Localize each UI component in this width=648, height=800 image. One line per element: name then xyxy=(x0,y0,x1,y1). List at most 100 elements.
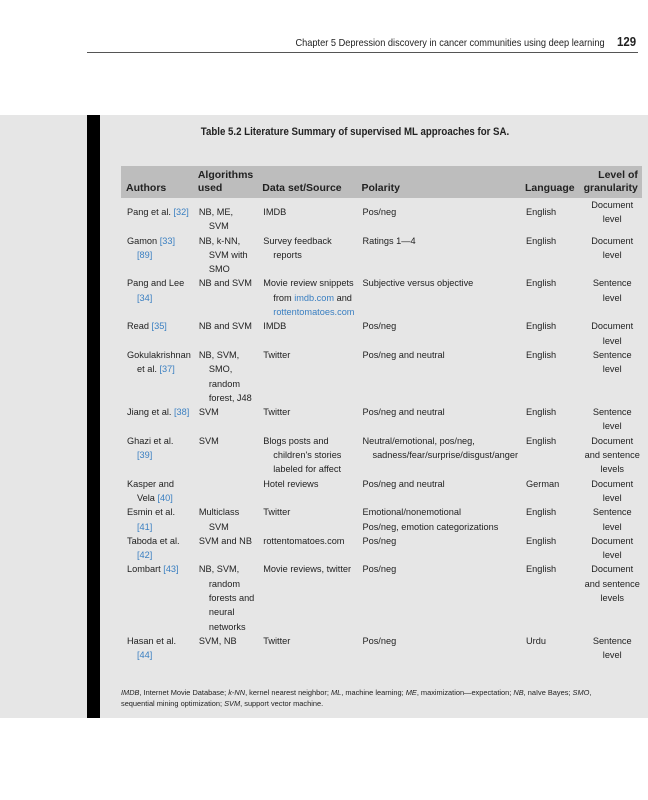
reference-link[interactable]: [39] xyxy=(137,450,153,461)
data-source-text: Movie review snippets from imdb.com and … xyxy=(263,278,355,318)
column-header: Level of granularity xyxy=(578,166,642,198)
source-link[interactable]: imdb.com xyxy=(294,292,335,303)
authors-text: Hasan et al. [44] xyxy=(127,635,177,661)
footnote-definition: , kernel nearest neighbor; xyxy=(245,688,331,697)
cell-algorithms: Multiclass SVM xyxy=(193,505,257,534)
data-source-text: Twitter xyxy=(263,635,291,646)
cell-data-source: Survey feedback reports xyxy=(257,234,356,277)
reference-link[interactable]: [89] xyxy=(137,249,153,260)
cell-algorithms: SVM and NB xyxy=(193,534,257,563)
column-header: Authors xyxy=(121,166,193,198)
footnote-abbr: ML xyxy=(330,688,342,697)
cell-data-source: Blogs posts and children's stories label… xyxy=(257,434,356,477)
footnote-definition: , Internet Movie Database; xyxy=(139,688,229,697)
footnote-abbr: ME xyxy=(405,688,417,697)
algorithms-text: NB, SVM, SMO, random forest, J48 xyxy=(198,349,252,403)
cell-granularity: Sentence level xyxy=(592,278,632,303)
cell-authors: Lombart [43] xyxy=(121,562,193,633)
polarity-text: Ratings 1—4 xyxy=(362,235,416,246)
polarity-text: Pos/neg xyxy=(362,535,397,546)
cell-polarity: Pos/neg xyxy=(356,198,520,234)
cell-granularity: Sentence level xyxy=(592,507,632,532)
cell-granularity: Document level xyxy=(591,235,634,260)
cell-granularity: Document level xyxy=(591,478,634,503)
cell-authors: Ghazi et al. [39] xyxy=(121,434,193,477)
data-source-text: Twitter xyxy=(263,407,291,418)
cell-polarity: Pos/neg xyxy=(356,634,520,663)
reference-link[interactable]: [35] xyxy=(151,321,167,332)
table-row: Esmin et al. [41] Multiclass SVM Twitter Em… xyxy=(121,505,642,534)
table-row: Kasper and Vela [40] Hotel reviews Pos/neg… xyxy=(121,477,642,506)
cell-language: English xyxy=(526,321,557,332)
footnote-abbr: NB xyxy=(513,688,524,697)
cell-polarity: Pos/neg and neutral xyxy=(356,477,520,506)
table-row: Pang and Lee [34] NB and SVM Movie review … xyxy=(121,276,642,319)
cell-algorithms: NB and SVM xyxy=(193,276,257,319)
data-source-text: Blogs posts and children's stories label… xyxy=(263,435,342,475)
cell-granularity: Document and sentence levels xyxy=(584,435,640,475)
cell-algorithms: NB, k-NN, SVM with SMO xyxy=(193,234,257,277)
data-source-text: Twitter xyxy=(263,507,291,518)
reference-link[interactable]: [44] xyxy=(137,650,153,661)
authors-text: Pang et al. [32] xyxy=(127,207,189,217)
footnote-abbr: k-NN xyxy=(228,688,246,697)
reference-link[interactable]: [43] xyxy=(163,564,179,575)
literature-table: Authors Algorithms used Data set/Source Pol… xyxy=(121,166,642,663)
polarity-text: Pos/neg xyxy=(362,564,397,575)
source-link[interactable]: rottentomatoes.com xyxy=(273,307,355,318)
footnote-abbr: SVM xyxy=(224,699,241,708)
table-row: Gokulakrishnan et al. [37] NB, SVM, SMO, … xyxy=(121,348,642,405)
data-source-text: IMDB xyxy=(263,321,287,332)
polarity-text: Pos/neg, emotion categorizations xyxy=(362,521,499,532)
cell-authors: Pang et al. [32] xyxy=(121,198,193,234)
authors-text: Esmin et al. [41] xyxy=(127,507,175,532)
cell-language: English xyxy=(526,535,557,546)
reference-link[interactable]: [40] xyxy=(157,492,173,503)
reference-link[interactable]: [37] xyxy=(159,364,175,375)
chapter-title: Chapter 5 Depression discovery in cancer… xyxy=(295,37,605,49)
cell-polarity: Pos/neg and neutral xyxy=(356,348,520,405)
cell-language: English xyxy=(526,435,557,446)
reference-link[interactable]: [41] xyxy=(137,521,153,532)
cell-language: English xyxy=(526,407,557,418)
algorithms-text: NB, k-NN, SVM with SMO xyxy=(198,235,248,275)
table-footnote: IMDB, Internet Movie Database; k-NN, ker… xyxy=(121,687,601,709)
cell-authors: Pang and Lee [34] xyxy=(121,276,193,319)
table-panel xyxy=(0,115,648,718)
cell-granularity: Document level xyxy=(591,200,634,225)
cell-granularity: Document and sentence levels xyxy=(584,564,640,604)
authors-text: Ghazi et al. [39] xyxy=(127,435,174,461)
cell-polarity: Emotional/nonemotional Pos/neg, emotion c… xyxy=(356,505,520,534)
cell-authors: Gamon [33] [89] xyxy=(121,234,193,277)
algorithms-text: SVM, NB xyxy=(198,635,237,646)
column-header: Language xyxy=(520,166,579,198)
reference-link[interactable]: [38] xyxy=(174,407,190,418)
running-head: Chapter 5 Depression discovery in cancer… xyxy=(295,34,636,49)
cell-language: English xyxy=(526,207,557,217)
column-header: Algorithms used xyxy=(192,166,258,198)
reference-link[interactable]: [42] xyxy=(137,550,153,561)
cell-granularity: Sentence level xyxy=(592,635,632,661)
data-source-text: rottentomatoes.com xyxy=(263,535,345,546)
column-header: Polarity xyxy=(356,166,521,198)
reference-link[interactable]: [32] xyxy=(173,207,189,217)
reference-link[interactable]: [33] xyxy=(159,235,176,246)
panel-side-bar xyxy=(87,115,100,718)
footnote-definition: , support vector machine. xyxy=(240,699,324,708)
cell-granularity: Document level xyxy=(591,321,634,346)
cell-data-source: Movie reviews, twitter xyxy=(257,562,356,633)
cell-data-source: Twitter xyxy=(257,348,356,405)
cell-algorithms: NB, SVM, SMO, random forest, J48 xyxy=(193,348,257,405)
table-row: Jiang et al. [38] SVM Twitter Pos/neg and n… xyxy=(121,405,642,434)
authors-text: Pang and Lee [34] xyxy=(127,278,185,303)
footnote-definition: , naïve Bayes; xyxy=(523,688,573,697)
cell-data-source: IMDB xyxy=(257,319,356,348)
cell-polarity: Pos/neg and neutral xyxy=(356,405,520,434)
cell-polarity: Pos/neg xyxy=(356,319,520,348)
cell-data-source: Twitter xyxy=(257,634,356,663)
reference-link[interactable]: [34] xyxy=(137,292,153,303)
algorithms-text: NB, SVM, random forests and neural netwo… xyxy=(198,564,255,632)
algorithms-text: NB and SVM xyxy=(198,278,252,289)
algorithms-text: SVM and NB xyxy=(198,535,252,546)
polarity-text: Pos/neg xyxy=(362,635,397,646)
